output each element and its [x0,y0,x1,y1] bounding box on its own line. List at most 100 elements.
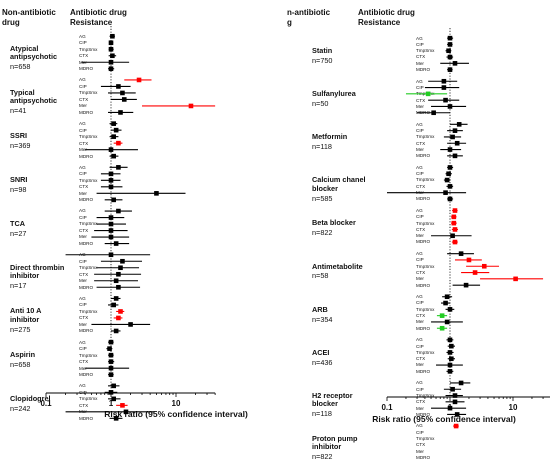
antibiotic-label: CIP [416,343,424,349]
sample-size: n=118 [312,142,332,152]
antibiotic-label: CIP [416,429,424,435]
antibiotic-label: Mer [416,233,424,239]
antibiotic-label: CIP [416,84,424,90]
point-estimate [110,53,115,59]
antibiotic-label: Mer [416,448,424,454]
antibiotic-label: Mer [416,276,424,282]
sample-size: n=58 [312,271,329,281]
point-estimate [452,128,458,133]
antibiotic-label: AG [416,121,423,127]
point-estimate [451,220,457,226]
antibiotic-label: CIP [79,40,87,46]
point-estimate [108,184,114,190]
point-estimate [108,252,114,258]
point-estimate [481,263,487,269]
antibiotic-label: CTX [79,140,89,146]
sample-size: n=658 [10,62,31,72]
drug-name: Statin [312,46,333,55]
antibiotic-label: TmpSmx [79,396,98,402]
point-estimate [443,300,448,306]
antibiotic-label: MDRO [79,328,94,334]
drug-name: inhibitor [312,442,342,452]
sample-size: n=822 [312,228,333,238]
antibiotic-label: MDRO [79,66,94,72]
point-estimate [188,103,194,109]
point-estimate [108,352,114,358]
antibiotic-label: MDRO [416,196,431,202]
sample-size: n=585 [312,193,333,203]
point-estimate [443,190,448,195]
antibiotic-label: TmpSmx [79,352,98,358]
antibiotic-label: CTX [416,97,426,103]
point-estimate [118,110,123,115]
point-estimate [452,393,458,398]
antibiotic-label: AG [416,164,423,170]
point-estimate [447,67,453,72]
point-estimate [154,191,159,196]
point-estimate [439,325,445,331]
point-estimate [441,85,447,90]
point-estimate [111,153,116,159]
drug-name: Atypical [10,44,39,53]
left-x-axis-label: Risk ratio (95% confidence interval) [104,409,248,419]
point-estimate [447,196,453,202]
right-col1-header-line1: n-antibiotic [287,8,331,17]
drug-name: Beta blocker [312,218,356,228]
antibiotic-label: CTX [416,140,426,146]
antibiotic-label: CIP [416,128,424,134]
left-tick-label: 0.1 [40,399,52,408]
antibiotic-label: TmpSmx [79,221,98,227]
left-col2-header-line1: Antibiotic drug [70,8,127,17]
point-estimate [116,208,121,214]
antibiotic-label: CTX [416,183,426,189]
point-estimate [447,307,453,312]
point-estimate [118,309,123,314]
antibiotic-label: TmpSmx [416,177,435,183]
antibiotic-label: CIP [79,171,87,177]
antibiotic-label: AG [416,78,423,84]
point-estimate [449,343,454,349]
point-estimate [116,315,121,321]
point-estimate [108,228,114,233]
antibiotic-label: CTX [416,399,426,405]
point-estimate [108,40,114,46]
point-estimate [108,46,114,52]
point-estimate [444,177,450,183]
sample-size: n=41 [10,106,27,115]
right-col2-header-line2: Resistance [358,18,401,27]
antibiotic-label: Mer [79,321,87,327]
point-estimate [116,84,121,89]
point-estimate [113,241,119,246]
antibiotic-label: AG [79,295,86,301]
point-estimate [110,33,115,39]
antibiotic-label: CTX [416,54,426,60]
point-estimate [454,140,460,146]
antibiotic-label: CIP [416,257,424,263]
antibiotic-label: MDRO [416,325,431,331]
sample-size: n=98 [10,185,27,194]
point-estimate [123,409,129,415]
antibiotic-label: MDRO [79,284,94,290]
point-estimate [447,350,453,355]
antibiotic-label: CTX [79,227,89,233]
drug-name: Calcium chanel [312,175,366,185]
point-estimate [472,270,478,275]
point-estimate [450,233,455,239]
antibiotic-label: CIP [79,346,87,352]
antibiotic-label: Mer [79,234,87,240]
sample-size: n=27 [10,228,27,238]
drug-name: Metformin [312,132,348,142]
antibiotic-label: TmpSmx [79,177,98,183]
point-estimate [118,265,123,271]
drug-name: antipsychotic [10,96,58,106]
point-estimate [111,197,116,203]
antibiotic-label: CTX [416,442,426,448]
antibiotic-label: MDRO [79,372,94,378]
antibiotic-label: Mer [79,147,87,153]
drug-name: Proton pump [312,433,358,443]
antibiotic-label: TmpSmx [416,134,435,140]
point-estimate [111,121,116,126]
point-estimate [111,134,116,139]
antibiotic-label: Mer [79,278,87,284]
point-estimate [449,356,454,362]
